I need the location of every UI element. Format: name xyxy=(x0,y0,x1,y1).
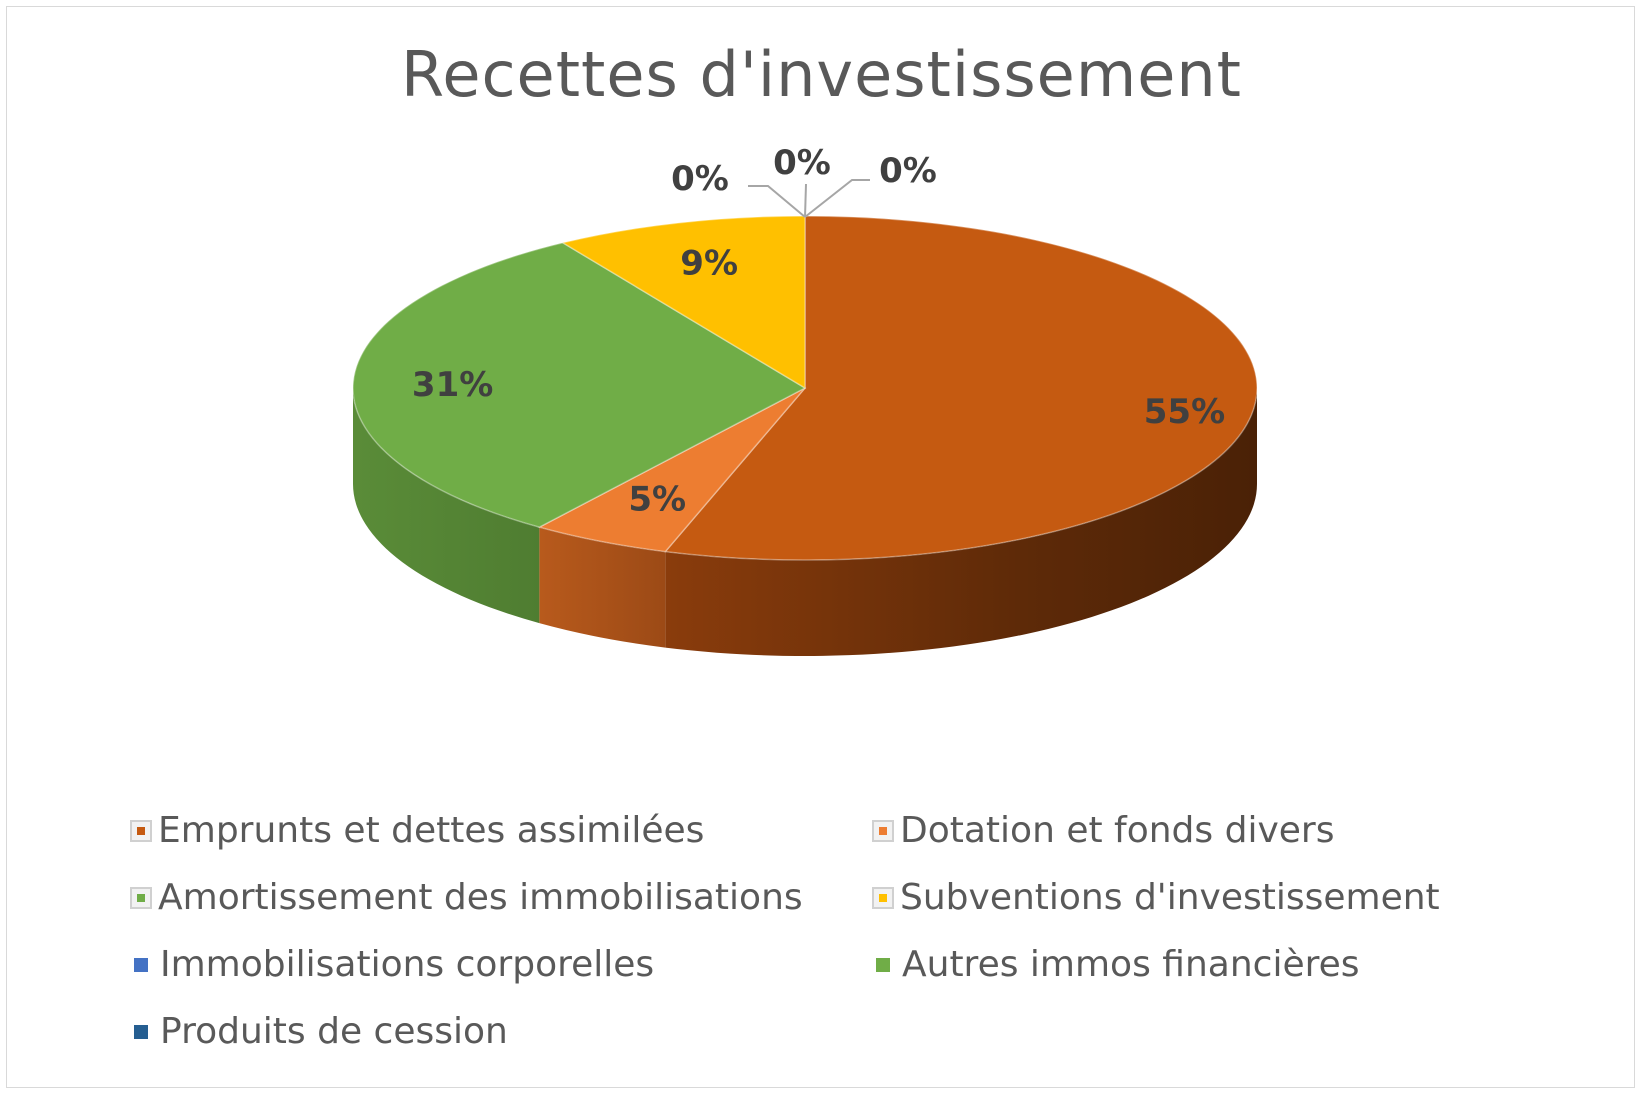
leader-line-produits-de-cession xyxy=(804,179,870,218)
legend-swatch xyxy=(134,957,148,972)
legend-item-immobilisations-corporelles: Immobilisations corporelles xyxy=(130,944,654,985)
pie-slice-dotation-et-fonds-divers xyxy=(537,387,806,553)
legend-label: Amortissement des immobilisations xyxy=(158,877,803,918)
data-label-produits-de-cession: 0% xyxy=(879,151,937,191)
legend-item-produits-de-cession: Produits de cession xyxy=(130,1011,508,1052)
pie-side-emprunts-et-dettes-assimilees xyxy=(665,388,1257,656)
legend-item-autres-immos-financieres: Autres immos financières xyxy=(872,944,1360,985)
legend-label: Produits de cession xyxy=(160,1011,508,1052)
data-label-immobilisations-corporelles: 0% xyxy=(671,159,729,199)
legend-swatch xyxy=(872,819,894,842)
legend-label: Emprunts et dettes assimilées xyxy=(158,810,705,851)
leader-line-autres-immos-financieres xyxy=(804,183,807,218)
leader-line-immobilisations-corporelles xyxy=(748,185,806,218)
data-label-amortissement-des-immobilisations: 31% xyxy=(412,365,493,405)
legend-swatch xyxy=(134,1024,148,1039)
legend-label: Subventions d'investissement xyxy=(900,877,1440,918)
pie-slice-subventions-d-investissement xyxy=(560,215,806,390)
data-label-emprunts-et-dettes-assimilees: 55% xyxy=(1144,392,1225,432)
legend-swatch xyxy=(130,819,152,842)
legend-item-dotation-et-fonds-divers: Dotation et fonds divers xyxy=(872,810,1334,851)
data-label-dotation-et-fonds-divers: 5% xyxy=(628,479,686,519)
pie-slice-amortissement-des-immobilisations xyxy=(352,241,807,528)
pie-side-amortissement-des-immobilisations xyxy=(353,388,540,624)
legend-label: Autres immos financières xyxy=(902,944,1360,985)
pie-slice-emprunts-et-dettes-assimilees xyxy=(663,215,1258,561)
legend-item-subventions-d-investissement: Subventions d'investissement xyxy=(872,877,1440,918)
chart-title: Recettes d'investissement xyxy=(401,38,1242,111)
legend-label: Dotation et fonds divers xyxy=(900,810,1335,851)
legend-swatch xyxy=(130,886,152,909)
data-label-subventions-d-investissement: 9% xyxy=(680,243,738,283)
legend-item-emprunts-et-dettes-assimilees: Emprunts et dettes assimilées xyxy=(130,810,704,851)
data-label-autres-immos-financieres: 0% xyxy=(773,143,831,183)
legend-item-amortissement-des-immobilisations: Amortissement des immobilisations xyxy=(130,877,803,918)
pie-side-dotation-et-fonds-divers xyxy=(539,527,666,648)
legend-swatch xyxy=(876,957,890,972)
legend-swatch xyxy=(872,886,894,909)
legend-label: Immobilisations corporelles xyxy=(160,944,655,985)
